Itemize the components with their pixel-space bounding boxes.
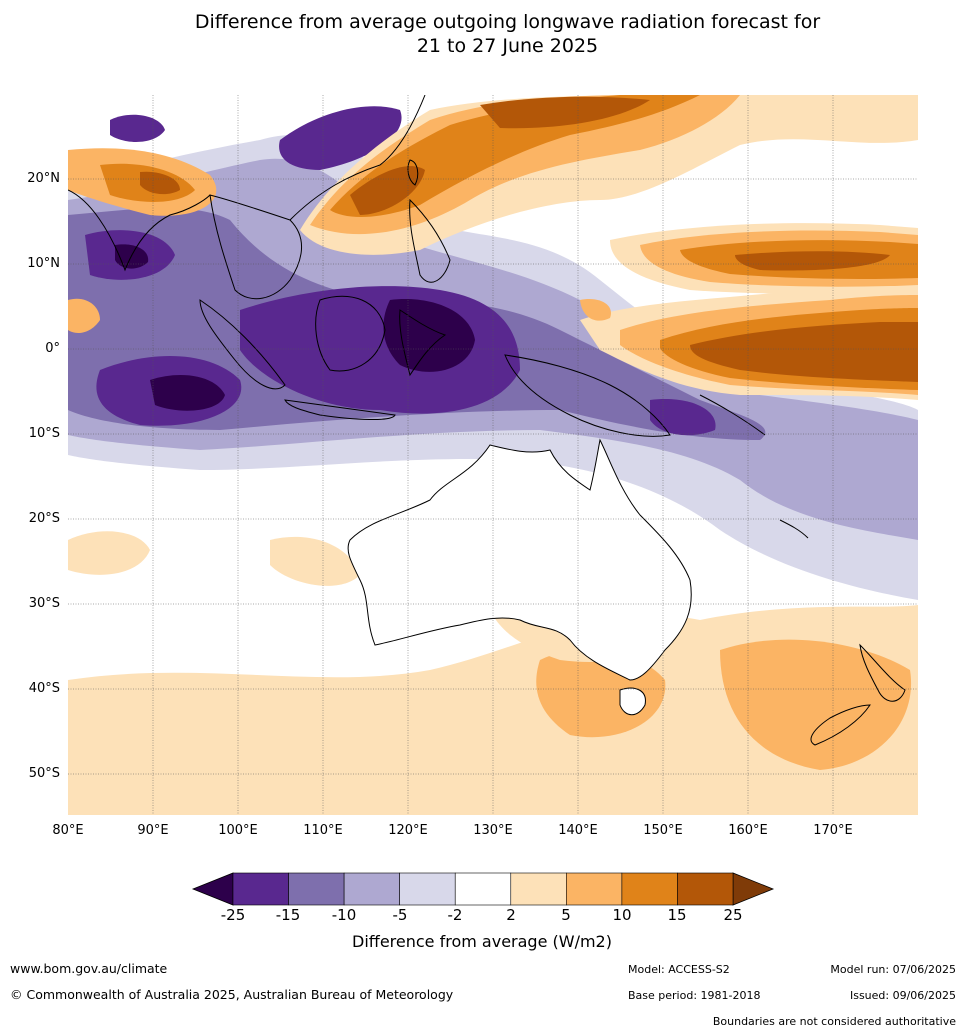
lat-label-10n: 10°N bbox=[27, 256, 60, 271]
graticule bbox=[68, 95, 918, 815]
lat-label-20n: 20°N bbox=[27, 171, 60, 186]
colorbar-box-7 bbox=[566, 872, 623, 906]
colorbar-title: Difference from average (W/m2) bbox=[352, 932, 612, 951]
philippines-coastline bbox=[409, 198, 451, 283]
lat-label-50s: 50°S bbox=[28, 766, 60, 781]
colorbar-box-8 bbox=[621, 872, 678, 906]
java-coastline bbox=[284, 399, 396, 421]
colorbar-label-2: 2 bbox=[506, 906, 516, 924]
south-patch-west bbox=[68, 531, 150, 575]
lat-label-30s: 30°S bbox=[28, 596, 60, 611]
model-run-date: Model run: 07/06/2025 bbox=[830, 963, 956, 976]
colorbar-label-minus15: -15 bbox=[275, 906, 301, 924]
arabian-sea-positive bbox=[68, 298, 100, 333]
indian-ocean-core bbox=[150, 375, 225, 411]
borneo-coastline bbox=[315, 295, 386, 372]
colorbar-label-minus2: -2 bbox=[447, 906, 463, 924]
boundaries-note: Boundaries are not considered authoritat… bbox=[712, 1015, 956, 1028]
pacific-patch bbox=[580, 299, 611, 321]
sumatra-coastline bbox=[199, 299, 286, 390]
lat-label-40s: 40°S bbox=[28, 681, 60, 696]
colorbar-box-6 bbox=[510, 872, 567, 906]
lon-label-140e: 140°E bbox=[558, 823, 598, 838]
title-line-2: 21 to 27 June 2025 bbox=[416, 35, 599, 57]
issued-date: Issued: 09/06/2025 bbox=[849, 989, 956, 1002]
lon-label-110e: 110°E bbox=[303, 823, 343, 838]
north-pacific-band-core bbox=[735, 251, 890, 271]
maritime-continent-core bbox=[383, 299, 475, 372]
colorbar-label-25: 25 bbox=[723, 906, 743, 924]
australia-coastline bbox=[347, 438, 692, 681]
lon-label-80e: 80°E bbox=[52, 823, 84, 838]
vanuatu-coastline bbox=[779, 519, 809, 539]
colorbar-label-10: 10 bbox=[612, 906, 632, 924]
lon-label-130e: 130°E bbox=[473, 823, 513, 838]
tasmania-coastline bbox=[619, 687, 646, 716]
lat-label-20s: 20°S bbox=[28, 511, 60, 526]
website-link[interactable]: www.bom.gov.au/climate bbox=[10, 961, 168, 976]
colorbar-label-minus25: -25 bbox=[220, 906, 246, 924]
lon-label-160e: 160°E bbox=[728, 823, 768, 838]
lon-label-150e: 150°E bbox=[643, 823, 683, 838]
colorbar-box-2 bbox=[288, 872, 345, 906]
colorbar-over-arrow bbox=[732, 872, 775, 906]
base-period: Base period: 1981-2018 bbox=[628, 989, 761, 1002]
pacific-positive-core bbox=[690, 322, 918, 382]
north-strong-patch bbox=[279, 106, 402, 170]
china-coastline bbox=[289, 95, 426, 221]
lat-label-0: 0° bbox=[45, 341, 60, 356]
colorbar bbox=[191, 872, 775, 906]
model-name: Model: ACCESS-S2 bbox=[628, 963, 730, 976]
coastlines bbox=[68, 95, 906, 746]
lon-label-100e: 100°E bbox=[218, 823, 258, 838]
south-patch-mid bbox=[270, 536, 360, 586]
new-guinea-coastline bbox=[504, 354, 671, 437]
lon-label-170e: 170°E bbox=[813, 823, 853, 838]
solomons-coastline bbox=[699, 394, 766, 436]
colorbar-box-3 bbox=[343, 872, 400, 906]
south-china-sea-core bbox=[350, 166, 425, 215]
copyright-text: © Commonwealth of Australia 2025, Austra… bbox=[10, 987, 454, 1002]
colorbar-label-5: 5 bbox=[561, 906, 571, 924]
lat-label-10s: 10°S bbox=[28, 426, 60, 441]
nz-moderate bbox=[720, 639, 912, 770]
nz-south-coastline bbox=[810, 704, 871, 746]
colorbar-boxes bbox=[232, 872, 734, 906]
map-title: Difference from average outgoing longwav… bbox=[0, 10, 965, 58]
tibet-strong bbox=[110, 114, 165, 142]
colorbar-label-minus10: -10 bbox=[331, 906, 357, 924]
india-positive-core bbox=[140, 171, 180, 195]
title-line-1: Difference from average outgoing longwav… bbox=[194, 11, 821, 33]
nz-north-coastline bbox=[859, 643, 906, 702]
png-strong bbox=[650, 399, 716, 436]
colorbar-box-1 bbox=[232, 872, 289, 906]
sulawesi-coastline bbox=[399, 309, 447, 377]
olr-anomaly-map bbox=[68, 95, 918, 815]
india-coastline bbox=[68, 189, 211, 272]
north-pacific-core bbox=[480, 96, 650, 129]
north-positive-strong bbox=[330, 95, 700, 217]
lon-label-120e: 120°E bbox=[388, 823, 428, 838]
anomaly-field bbox=[68, 95, 918, 815]
indochina-coastline bbox=[209, 194, 303, 300]
colorbar-label-minus5: -5 bbox=[392, 906, 408, 924]
colorbar-box-4 bbox=[399, 872, 456, 906]
colorbar-label-15: 15 bbox=[667, 906, 687, 924]
colorbar-box-9 bbox=[677, 872, 734, 906]
lon-label-90e: 90°E bbox=[137, 823, 169, 838]
colorbar-box-5 bbox=[454, 872, 512, 906]
colorbar-under-arrow bbox=[191, 872, 234, 906]
